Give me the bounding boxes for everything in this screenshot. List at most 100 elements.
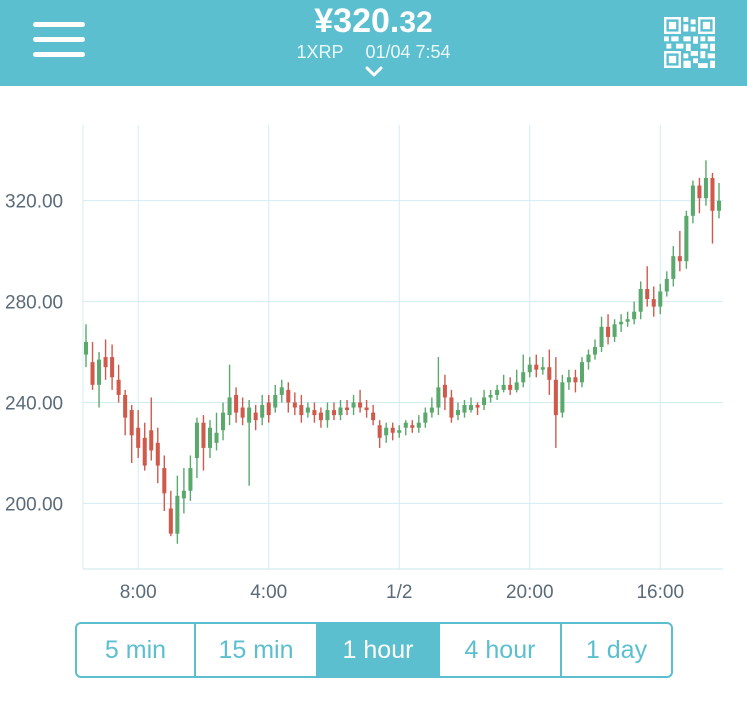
price-decimals: 32	[399, 6, 433, 39]
y-tick-label: 320.00	[5, 192, 63, 213]
candle-body	[540, 367, 545, 370]
candle-body	[240, 407, 245, 418]
interval-selector: 5 min 15 min 1 hour 4 hour 1 day	[75, 622, 673, 678]
x-tick-label: 4:00	[250, 582, 287, 603]
x-axis-labels: 8:00 4:00 1/2 20:00 16:00	[120, 582, 684, 603]
candle-body	[292, 402, 297, 408]
candle-body	[468, 405, 474, 411]
candle-body	[573, 377, 578, 383]
candle-body	[299, 405, 304, 416]
candle-body	[266, 402, 271, 416]
candle-body	[553, 379, 558, 416]
qr-code-icon[interactable]	[664, 17, 715, 68]
candle-body	[534, 364, 539, 370]
candle-body	[566, 377, 571, 383]
candle-body	[606, 326, 611, 337]
x-tick-label: 16:00	[636, 582, 684, 603]
tab-15-min[interactable]: 15 min	[196, 624, 318, 676]
tab-5-min[interactable]: 5 min	[77, 624, 196, 676]
x-tick-label: 8:00	[120, 582, 157, 603]
candle-body	[364, 407, 369, 411]
candle-body	[325, 410, 330, 421]
candle-body	[90, 362, 95, 385]
current-price: ¥320.32	[0, 2, 747, 41]
hamburger-icon[interactable]	[33, 22, 85, 58]
candle-body	[162, 468, 167, 494]
candle-body	[632, 311, 637, 320]
candle-body	[442, 384, 447, 398]
candle-body	[586, 354, 591, 363]
candle-body	[286, 389, 291, 403]
candle-body	[318, 412, 323, 421]
pair-and-time: 1XRP 01/04 7:54	[0, 42, 747, 63]
candle-body	[181, 490, 186, 499]
candle-body	[247, 407, 252, 423]
pair-label: 1XRP	[296, 42, 344, 62]
candle-body	[703, 177, 708, 199]
chevron-down-icon[interactable]	[365, 66, 383, 78]
candle-body	[495, 389, 500, 395]
candle-body	[449, 397, 454, 418]
candle-body	[645, 288, 650, 300]
candle-body	[579, 362, 584, 383]
candle-body	[110, 357, 115, 378]
price-main: ¥320.	[314, 2, 400, 40]
candle-body	[664, 278, 669, 292]
candles	[83, 160, 722, 544]
candle-body	[462, 405, 467, 413]
candle-body	[671, 256, 676, 279]
candle-body	[279, 387, 284, 395]
candle-body	[625, 319, 630, 322]
candle-body	[619, 321, 624, 325]
price-chart[interactable]: 200.00 240.00 280.00 320.00 8:00 4:00 1/2 20:0…	[0, 110, 747, 610]
candle-body	[83, 341, 89, 355]
candle-body	[501, 384, 506, 390]
candle-body	[508, 384, 513, 390]
candle-body	[612, 324, 617, 337]
top-bar: ¥320.32 1XRP 01/04 7:54	[0, 0, 747, 86]
candle-body	[149, 430, 154, 451]
candle-body	[710, 177, 715, 211]
candle-body	[716, 200, 722, 211]
tab-1-day[interactable]: 1 day	[585, 635, 648, 664]
candle-body	[338, 407, 343, 416]
candle-body	[599, 326, 604, 347]
candle-body	[690, 185, 695, 216]
candle-body	[697, 185, 702, 199]
candle-body	[514, 382, 519, 390]
candle-body	[168, 508, 173, 534]
candle-body	[482, 397, 487, 406]
candle-body	[234, 394, 239, 413]
candle-body	[103, 357, 108, 368]
candle-body	[136, 427, 141, 448]
candle-body	[410, 425, 415, 428]
candle-body	[123, 394, 128, 418]
candle-body	[403, 422, 408, 428]
candle-body	[371, 412, 376, 421]
candle-body	[658, 291, 663, 307]
candle-body	[142, 437, 147, 466]
candle-body	[351, 402, 356, 408]
tab-1-hour[interactable]: 1 hour	[318, 624, 440, 676]
candle-body	[155, 442, 160, 466]
candle-body	[201, 422, 206, 448]
tab-4-hour[interactable]: 4 hour	[440, 624, 562, 676]
candle-body	[214, 432, 219, 443]
candle-body	[253, 412, 258, 421]
y-tick-label: 200.00	[5, 494, 63, 515]
candle-body	[358, 402, 363, 408]
candle-body	[651, 299, 656, 307]
candle-body	[397, 430, 402, 433]
candle-body	[390, 427, 395, 433]
candle-body	[305, 407, 310, 413]
candle-body	[684, 215, 689, 262]
candle-body	[227, 397, 232, 416]
candle-body	[345, 407, 350, 411]
candle-body	[331, 410, 337, 416]
candle-body	[175, 495, 180, 534]
candle-body	[194, 422, 199, 458]
candle-body	[527, 364, 532, 373]
candle-body	[273, 394, 278, 408]
candle-body	[377, 425, 382, 438]
candle-body	[547, 367, 552, 380]
